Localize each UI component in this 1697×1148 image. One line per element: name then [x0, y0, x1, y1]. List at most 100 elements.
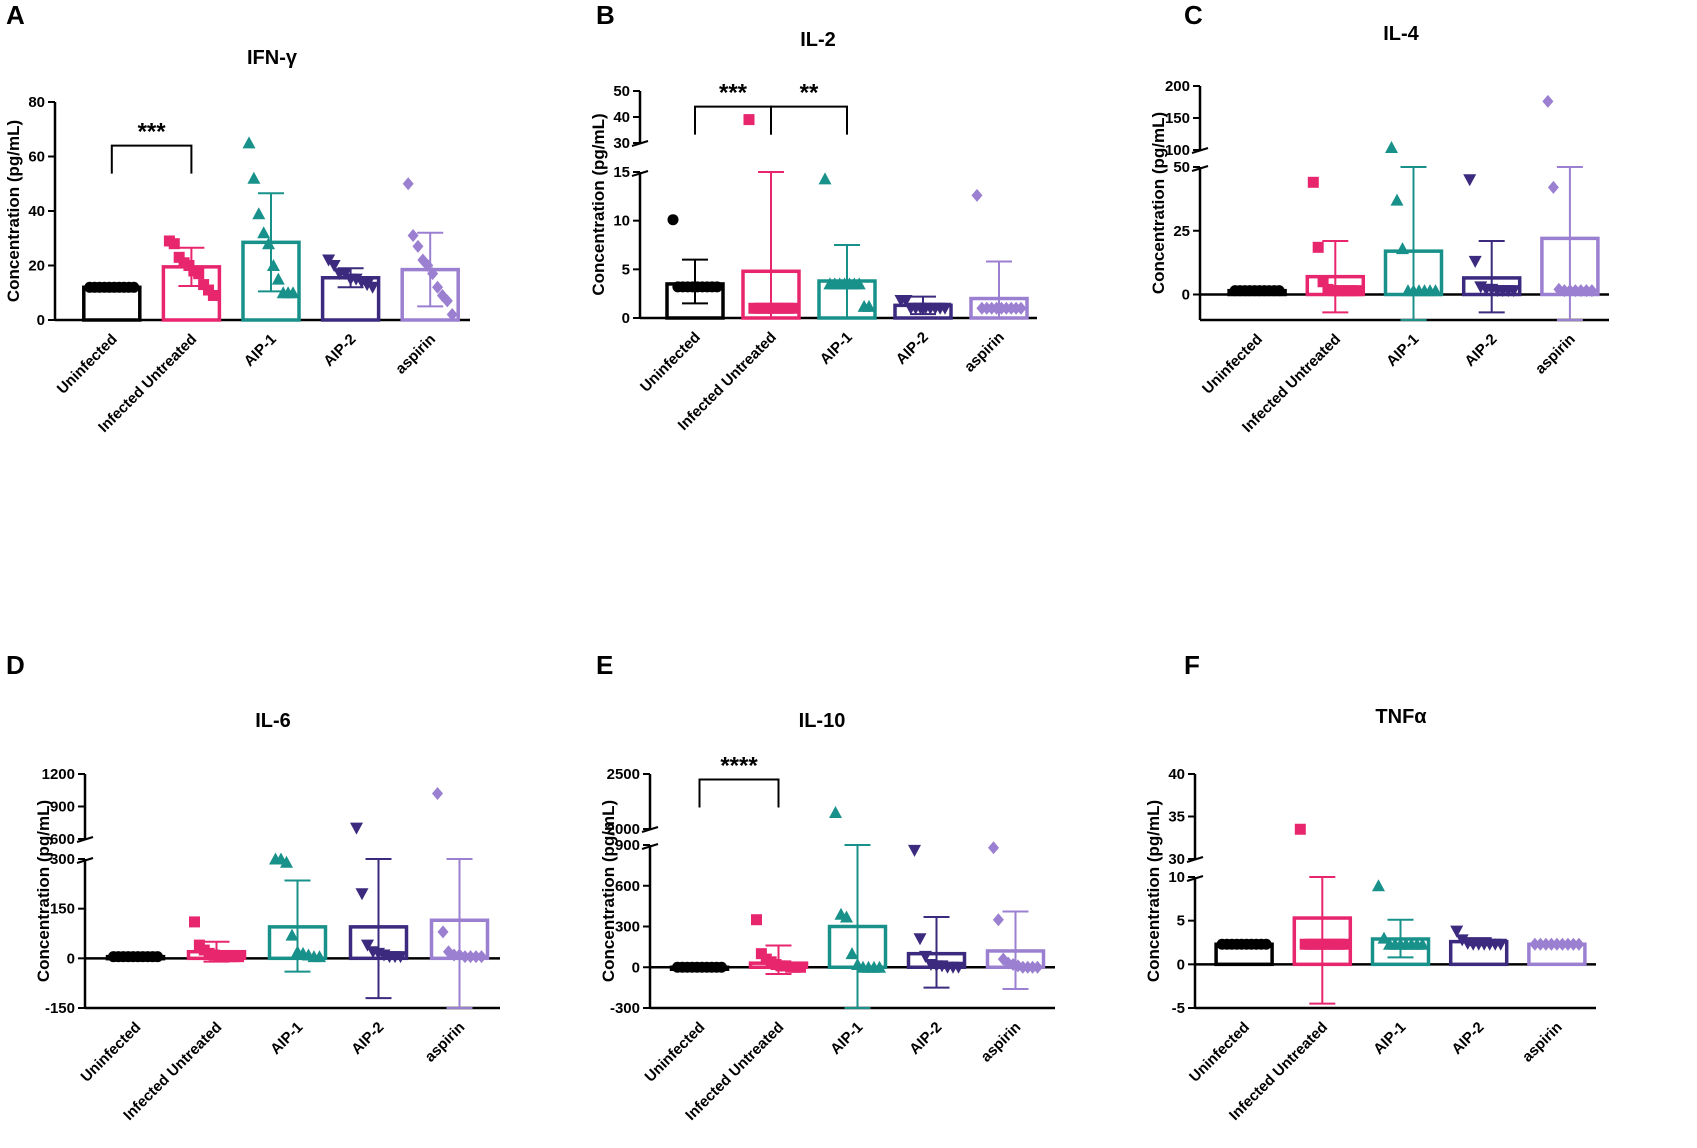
- data-point: [899, 294, 913, 307]
- data-point: [1547, 180, 1559, 194]
- data-point: [992, 913, 1004, 927]
- data-point: [193, 268, 205, 280]
- significance-label: ***: [719, 80, 748, 107]
- category-label: AIP-2: [320, 331, 359, 370]
- data-point: [247, 171, 261, 184]
- y-tick-label: 0: [1182, 287, 1190, 304]
- bar: [82, 285, 142, 322]
- data-point: [285, 928, 299, 941]
- category-label: AIP-1: [827, 1019, 866, 1058]
- data-point: [189, 916, 200, 928]
- data-point: [280, 855, 293, 868]
- data-point: [1312, 241, 1324, 253]
- y-axis-label: Concentration (pg/mL): [1149, 112, 1168, 294]
- data-point: [476, 950, 487, 964]
- data-point: [262, 237, 276, 250]
- y-tick-label: 50: [613, 83, 630, 100]
- significance-bracket: [698, 778, 780, 808]
- y-tick-label: 40: [1168, 766, 1185, 783]
- data-point: [952, 961, 965, 974]
- panel-title: IL-4: [1383, 23, 1419, 45]
- y-tick-label: -150: [45, 1000, 75, 1017]
- data-point: [1396, 242, 1409, 255]
- category-label: Uninfected: [641, 1019, 708, 1086]
- data-point: [1455, 934, 1469, 947]
- data-point: [1468, 255, 1482, 268]
- significance-bracket: [110, 144, 193, 174]
- data-point: [913, 933, 927, 946]
- category-label: AIP-2: [893, 329, 932, 368]
- data-point: [873, 960, 886, 973]
- y-tick-label: 150: [50, 901, 75, 918]
- y-tick-label: 300: [615, 919, 640, 936]
- y-tick-label: 300: [50, 851, 75, 868]
- data-point: [971, 188, 983, 202]
- y-axis-label: Concentration (pg/mL): [589, 113, 608, 295]
- y-tick-label: -300: [610, 1000, 640, 1017]
- y-tick-label: 50: [1173, 159, 1190, 176]
- data-point: [1317, 276, 1329, 288]
- panel-title: IL-6: [255, 710, 291, 732]
- data-point: [128, 281, 140, 293]
- data-point: [852, 277, 866, 290]
- data-point: [988, 841, 999, 855]
- data-point: [446, 308, 458, 322]
- data-point: [1463, 174, 1477, 187]
- category-label: aspirin: [978, 1019, 1025, 1066]
- y-tick-label: 0: [67, 950, 75, 967]
- category-label: aspirin: [422, 1019, 469, 1066]
- data-point: [787, 302, 799, 314]
- category-label: Uninfected: [54, 331, 121, 398]
- y-tick-label: 40: [613, 109, 630, 126]
- data-point: [711, 281, 723, 293]
- data-point: [667, 214, 679, 226]
- significance-label: **: [800, 80, 819, 107]
- data-point: [422, 259, 434, 272]
- category-label: aspirin: [1532, 331, 1579, 378]
- data-point: [1307, 176, 1319, 188]
- panel-title: IFN-γ: [247, 47, 298, 69]
- panel-title: IL-10: [799, 710, 846, 732]
- data-point: [432, 787, 443, 800]
- data-point: [743, 114, 755, 126]
- data-point: [168, 238, 180, 250]
- panel-d: D IL-6 Concentration (pg/mL) -150 0 150 300 600…: [6, 650, 500, 1124]
- y-tick-label: 40: [28, 203, 45, 220]
- data-point: [1273, 285, 1285, 297]
- data-point: [286, 286, 300, 299]
- data-point: [242, 136, 256, 149]
- data-point: [394, 951, 407, 964]
- category-label: AIP-1: [241, 331, 280, 370]
- y-tick-label: -5: [1172, 1000, 1185, 1017]
- panel-b: B IL-2 Concentration (pg/mL) 0 5 10 15 30 40 50 Un…: [589, 0, 1037, 434]
- category-label: Uninfected: [1199, 331, 1266, 398]
- data-point: [840, 910, 853, 923]
- data-point: [327, 260, 341, 272]
- data-point: [257, 226, 271, 239]
- y-tick-label: 150: [1165, 110, 1190, 127]
- y-tick-label: 600: [615, 878, 640, 895]
- category-label: Uninfected: [637, 329, 704, 396]
- y-tick-label: 10: [1168, 869, 1185, 886]
- data-point: [1586, 284, 1598, 298]
- y-axis-label: Concentration (pg/mL): [1144, 800, 1163, 982]
- data-point: [938, 302, 952, 315]
- y-tick-label: 1200: [42, 766, 75, 783]
- data-point: [366, 281, 380, 294]
- data-point: [1372, 879, 1385, 892]
- category-label: AIP-1: [817, 329, 856, 368]
- panel-label: D: [6, 650, 25, 680]
- data-point: [1429, 284, 1442, 297]
- data-point: [829, 806, 842, 818]
- axis-break-mark: [1186, 875, 1204, 882]
- data-point: [266, 259, 280, 271]
- data-point: [751, 914, 762, 926]
- panel-title: TNFα: [1375, 706, 1427, 728]
- data-point: [1294, 823, 1306, 835]
- y-tick-label: 600: [50, 831, 75, 848]
- y-tick-label: 100: [1165, 142, 1190, 159]
- axis-break-mark: [631, 170, 649, 177]
